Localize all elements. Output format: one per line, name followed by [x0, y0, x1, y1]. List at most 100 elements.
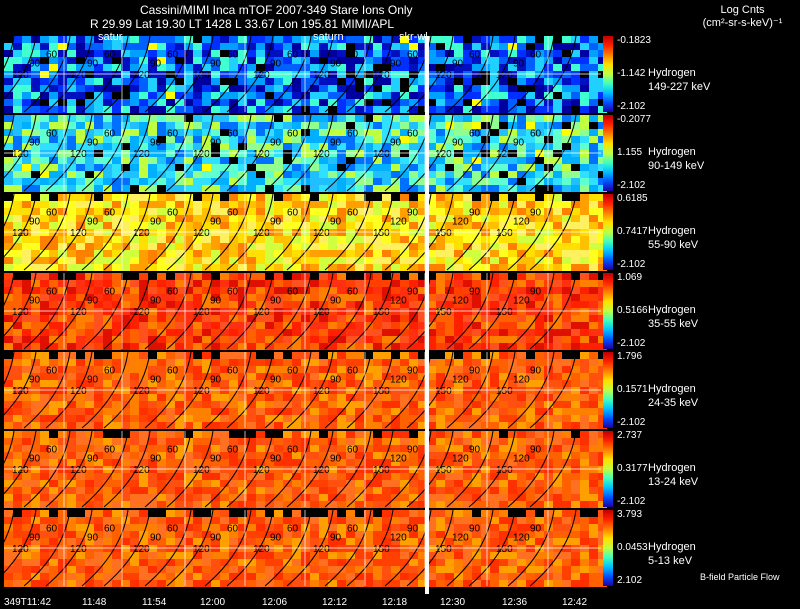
- contour-label: 120: [253, 465, 270, 476]
- contour-line: [324, 430, 372, 508]
- contour-label: 90: [29, 216, 41, 227]
- contour-label: 90: [210, 137, 222, 148]
- contour-line: [0, 193, 15, 235]
- contour-label: 120: [12, 386, 29, 397]
- contour-label: 60: [287, 207, 299, 218]
- contour-label: 120: [133, 70, 150, 81]
- contour-line: [286, 35, 334, 113]
- contour-label: 60: [287, 444, 299, 455]
- contour-label: 90: [513, 137, 525, 148]
- colorbar: [603, 194, 613, 270]
- species-label: Hydrogen 55-90 keV: [648, 224, 698, 252]
- contour-line: [0, 430, 37, 499]
- energy-range: 24-35 keV: [648, 397, 699, 409]
- contour-label: 90: [210, 374, 222, 385]
- contour-line: [446, 351, 494, 429]
- contour-label: 90: [530, 365, 542, 376]
- time-tick-label: 12:00: [200, 597, 226, 608]
- contour-label: 90: [530, 207, 542, 218]
- colorbar-tick: -2.102: [617, 338, 646, 349]
- contour-label: 60: [347, 128, 359, 139]
- contour-label: 120: [513, 295, 530, 306]
- contour-label: 90: [87, 453, 99, 464]
- time-tick-label: 12:42: [562, 597, 588, 608]
- contour-label: 120: [390, 216, 407, 227]
- contour-label: 60: [46, 128, 58, 139]
- contour-label: 90: [330, 453, 342, 464]
- species-label: Hydrogen 5-13 keV: [648, 540, 696, 568]
- contour-line: [226, 272, 274, 350]
- contour-line: [264, 351, 312, 429]
- colorbar-tick: 3.793: [617, 509, 643, 520]
- contour-label: 150: [435, 544, 452, 555]
- contour-line: [0, 114, 15, 156]
- contour-line: [264, 35, 312, 113]
- contour-line: [446, 430, 494, 508]
- contour-label: 90: [407, 365, 419, 376]
- contour-line: [507, 272, 555, 350]
- contour-label: 90: [469, 523, 481, 534]
- contour-label: 60: [167, 49, 179, 60]
- contour-line: [384, 35, 432, 113]
- contour-label: 90: [270, 295, 282, 306]
- contour-label: 120: [435, 149, 452, 160]
- contour-line: [23, 272, 71, 350]
- contour-line: [324, 509, 372, 587]
- contour-line: [204, 35, 252, 113]
- contour-line: [0, 35, 15, 77]
- contour-label: 60: [530, 49, 542, 60]
- overlay-label: skr-wl: [399, 31, 428, 43]
- contour-label: 60: [46, 49, 58, 60]
- contour-line: [446, 193, 494, 271]
- contour-line: [226, 193, 274, 271]
- contour-label: 90: [210, 453, 222, 464]
- contour-line: [166, 430, 214, 508]
- contour-line: [45, 351, 93, 429]
- contour-label: 90: [270, 453, 282, 464]
- contour-label: 60: [407, 49, 419, 60]
- contour-line: [81, 509, 129, 587]
- orbit-info: R 29.99 Lat 19.30 LT 1428 L 33.67 Lon 19…: [90, 17, 394, 31]
- contour-label: 120: [390, 295, 407, 306]
- contour-label: 120: [12, 544, 29, 555]
- contour-label: 90: [29, 374, 41, 385]
- contour-label: 90: [29, 295, 41, 306]
- contour-line: [346, 509, 394, 587]
- contour-label: 60: [46, 523, 58, 534]
- time-tick-label: 12:18: [382, 597, 408, 608]
- contour-label: 90: [87, 532, 99, 543]
- contour-line: [144, 193, 192, 271]
- contour-label: 60: [104, 365, 116, 376]
- contour-line: [103, 35, 151, 113]
- contour-label: 90: [150, 374, 162, 385]
- contour-line: [468, 430, 516, 508]
- contour-label: 90: [270, 58, 282, 69]
- contour-label: 120: [133, 228, 150, 239]
- contour-label: 60: [287, 128, 299, 139]
- contour-line: [406, 509, 454, 587]
- contour-line: [0, 35, 37, 104]
- contour-line: [324, 351, 372, 429]
- contour-label: 90: [330, 137, 342, 148]
- contour-label: 120: [70, 228, 87, 239]
- contour-line: [384, 193, 432, 271]
- contour-label: 150: [435, 386, 452, 397]
- time-tick-label: 11:54: [142, 597, 167, 608]
- contour-label: 120: [373, 149, 390, 160]
- contour-label: 60: [347, 523, 359, 534]
- contour-label: 60: [227, 444, 239, 455]
- colorbar-tick: 0.0453: [617, 542, 648, 553]
- contour-line: [204, 509, 252, 587]
- contour-line: [529, 430, 577, 508]
- contour-line: [346, 272, 394, 350]
- contour-line: [406, 272, 454, 350]
- contour-line: [264, 509, 312, 587]
- time-tick-label: 349T11:42: [4, 597, 52, 608]
- contour-line: [507, 35, 555, 113]
- contour-label: 120: [193, 228, 210, 239]
- contour-label: 90: [390, 137, 402, 148]
- colorbar: [603, 352, 613, 428]
- contour-line: [166, 272, 214, 350]
- contour-label: 60: [104, 523, 116, 534]
- species-name: Hydrogen: [648, 541, 696, 553]
